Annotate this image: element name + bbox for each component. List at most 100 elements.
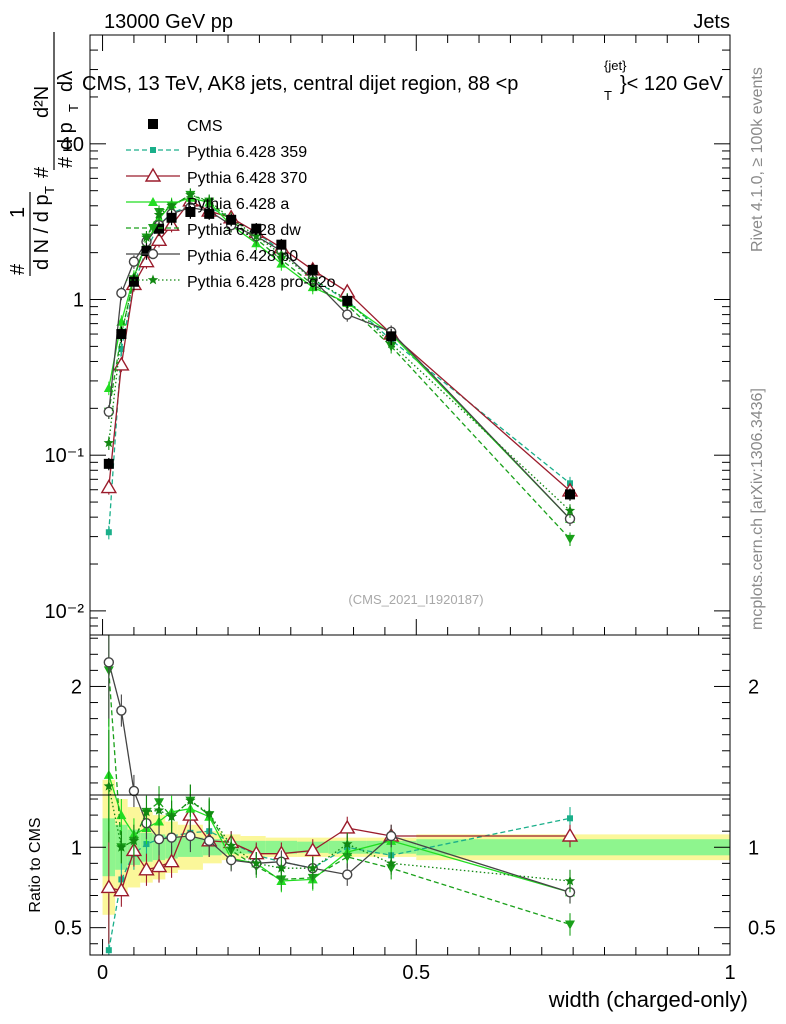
main-point-5-11: [307, 273, 318, 284]
xtick-label-2: 1: [724, 962, 735, 984]
legend-label-4: Pythia 6.428 dw: [187, 222, 301, 239]
ratio-point-3-12: [342, 852, 353, 862]
ratio-point-1-1: [113, 882, 130, 897]
ytitle-dn-dpt: d N / d p: [31, 194, 53, 270]
ratio-point-4-6: [185, 830, 196, 842]
main-point-5-10: [276, 248, 287, 259]
analysis-reference: (CMS_2021_I1920187): [348, 592, 483, 607]
legend-marker-3: [148, 197, 158, 206]
xtick-label-1: 0.5: [402, 962, 430, 984]
cms-point-12: [342, 295, 353, 306]
ratio-point-4-13: [385, 830, 397, 842]
main-point-5-5: [166, 200, 177, 211]
ratio-point-5-5: [166, 811, 177, 822]
cms-point-4: [154, 223, 165, 234]
legend-entry-1: Pythia 6.428 359: [126, 144, 307, 161]
legend-marker-6: [147, 274, 159, 285]
main-point-0-1: [118, 346, 125, 353]
main-point-1-3: [138, 253, 155, 268]
cms-point-11: [307, 264, 318, 275]
main-point-0-0: [105, 529, 112, 536]
legend-entry-0: CMS: [148, 118, 223, 135]
ratio-point-5-3: [141, 806, 152, 817]
axes: 10⁻² 10⁻¹ 1 10 0 0.5 1 0.5 0.5 1 1 2 2: [45, 34, 776, 984]
main-ytick-label-0: 10⁻²: [45, 601, 85, 623]
title-main: CMS, 13 TeV, AK8 jets, central dijet reg…: [82, 73, 518, 95]
ratio-point-5-13: [385, 857, 397, 868]
ratio-series-5: [103, 729, 576, 893]
ratio-point-1-0: [100, 879, 118, 894]
ratio-point-3-10: [276, 875, 287, 885]
cms-point-14: [565, 489, 575, 500]
legend: CMS Pythia 6.428 359 Pythia 6.428 370 Pythi…: [126, 118, 336, 291]
legend-marker-4: [148, 224, 158, 233]
ratio-ytick-label-right-1: 1: [748, 837, 759, 859]
main-panel-title: CMS, 13 TeV, AK8 jets, central dijet reg…: [82, 58, 724, 103]
ratio-point-3-14: [565, 920, 575, 930]
legend-marker-5: [147, 248, 159, 260]
ratio-point-4-8: [225, 854, 237, 866]
ratio-point-5-4: [153, 804, 165, 815]
y-axis-title: # 1 d N / d p T # d²N # d p T dλ: [7, 32, 81, 276]
rivet-version-label: Rivet 4.1.0, ≥ 100k events: [749, 67, 766, 252]
main-ytick-label-3: 10: [62, 134, 84, 156]
main-point-5-6: [185, 189, 196, 200]
ratio-y-axis-title: Ratio to CMS: [27, 817, 44, 912]
ratio-point-5-14: [564, 875, 576, 886]
main-point-5-4: [153, 209, 165, 220]
ytitle-hash-3: #: [55, 156, 77, 168]
ratio-point-1-5: [163, 853, 180, 868]
main-point-4-0: [103, 406, 115, 417]
main-point-5-0: [103, 437, 115, 448]
main-point-5-14: [564, 505, 576, 516]
ratio-series-line-5: [108, 786, 571, 882]
ytitle-one: 1: [7, 207, 29, 218]
header-right: Jets: [693, 11, 730, 33]
legend-label-6: Pythia 6.428 pro-q2o: [187, 274, 336, 291]
ratio-band-inner-9: [240, 840, 266, 854]
ratio-ytick-label-right-2: 2: [748, 676, 759, 698]
ratio-point-5-0: [103, 780, 115, 791]
cms-point-2: [128, 276, 139, 287]
ratio-point-1-4: [150, 858, 168, 873]
ratio-band-inner-14: [416, 839, 730, 856]
cms-point-7: [204, 208, 215, 219]
cms-point-1: [116, 329, 127, 340]
cms-point-0: [103, 458, 114, 469]
ratio-point-4-4: [153, 834, 165, 845]
legend-label-2: Pythia 6.428 370: [187, 170, 307, 187]
ratio-point-5-8: [225, 840, 237, 851]
ratio-point-1-14: [561, 827, 579, 842]
ratio-point-0-0: [105, 947, 112, 954]
main-point-1-4: [150, 231, 168, 247]
main-series-cms: [103, 205, 575, 501]
main-point-3-14: [565, 534, 575, 544]
main-data-marks: [100, 188, 579, 547]
title-subscript: T: [604, 88, 612, 103]
ratio-ytick-label-left-2: 2: [71, 676, 82, 698]
ratio-point-1-11: [304, 842, 321, 857]
legend-marker-2: [144, 167, 162, 182]
ratio-point-5-1: [116, 841, 127, 852]
legend-label-1: Pythia 6.428 359: [187, 144, 307, 161]
ratio-point-5-11: [307, 862, 318, 873]
title-tail: }< 120 GeV: [620, 73, 724, 95]
cms-point-10: [276, 239, 287, 250]
main-ytick-label-1: 10⁻¹: [45, 445, 85, 467]
ratio-point-4-2: [128, 785, 140, 797]
ratio-ytick-label-left-1: 1: [71, 837, 82, 859]
cms-point-8: [226, 214, 237, 225]
cms-point-3: [141, 245, 152, 256]
ratio-data-marks: [100, 635, 579, 955]
ratio-point-1-3: [138, 861, 155, 876]
ratio-point-5-6: [185, 795, 196, 806]
ratio-ytick-label-left-0: 0.5: [54, 918, 82, 940]
cms-point-9: [251, 223, 262, 234]
ytitle-t-2: T: [66, 104, 81, 112]
legend-entry-4: Pythia 6.428 dw: [126, 222, 301, 239]
ytitle-hash-2: #: [31, 166, 53, 178]
cms-point-13: [386, 331, 397, 342]
legend-entry-5: Pythia 6.428 p0: [126, 248, 298, 265]
ratio-point-5-12: [342, 838, 353, 849]
